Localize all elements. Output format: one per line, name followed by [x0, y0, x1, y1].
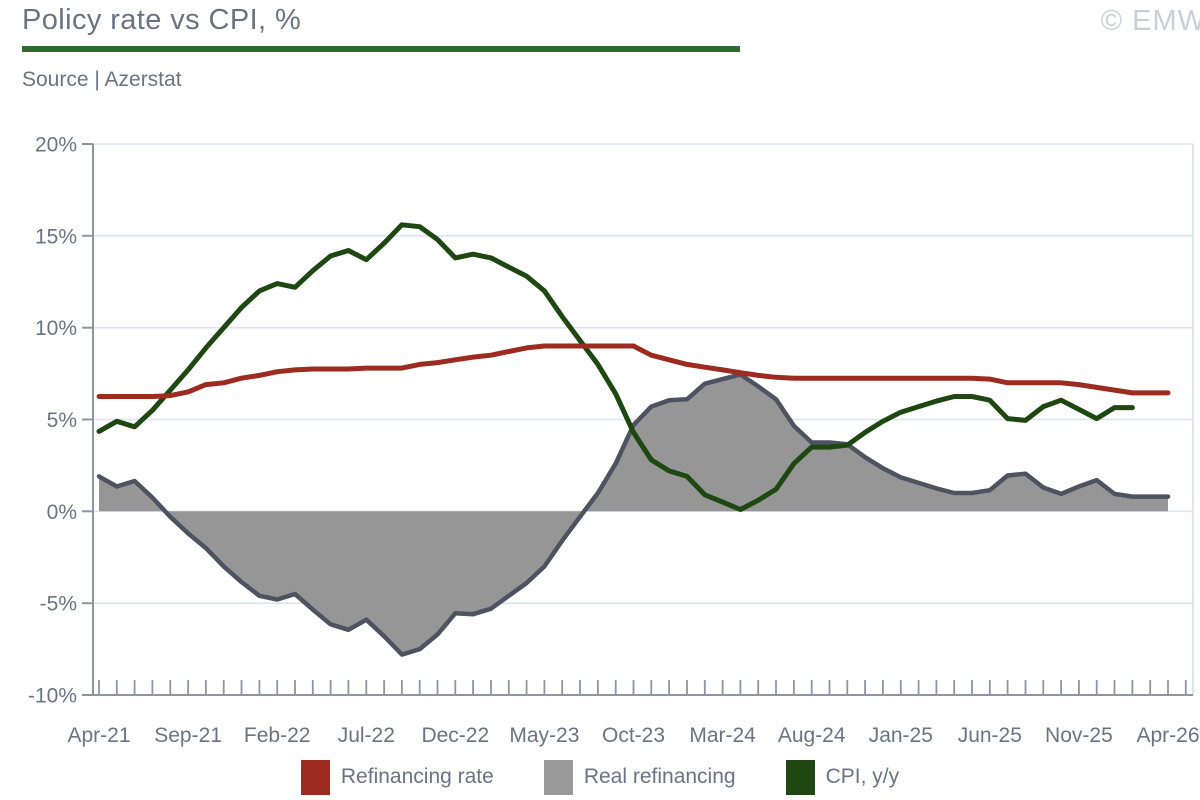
y-axis-label: 15%	[35, 225, 77, 248]
x-axis-label: Mar-24	[689, 724, 756, 747]
x-axis-label: Dec-22	[421, 724, 489, 747]
legend-item-real-refinancing: Real refinancing	[543, 759, 736, 795]
source-caption: Source | Azerstat	[22, 68, 182, 91]
x-axis-label: Apr-21	[67, 724, 130, 747]
x-axis-label: Nov-25	[1045, 724, 1113, 747]
chart-legend: Refinancing rate Real refinancing CPI, y…	[0, 756, 1200, 798]
x-axis-label: Apr-26	[1136, 724, 1199, 747]
cpi-swatch	[785, 759, 815, 795]
refinancing-rate-swatch	[300, 759, 330, 795]
y-axis-label: -10%	[28, 685, 77, 708]
y-axis-label: 20%	[35, 134, 77, 157]
real-refinancing-area	[99, 374, 1168, 655]
legend-item-cpi: CPI, y/y	[785, 759, 900, 795]
refinancing-rate-line	[96, 343, 1171, 399]
x-axis-label: Feb-22	[244, 724, 311, 747]
x-axis-label: May-23	[509, 724, 579, 747]
y-axis-label: 0%	[47, 501, 77, 524]
page-title: Policy rate vs CPI, %	[22, 4, 302, 36]
x-axis-label: Oct-23	[602, 724, 665, 747]
legend-item-refinancing-rate: Refinancing rate	[300, 759, 494, 795]
y-axis-label: 5%	[47, 409, 77, 432]
cpi-y-y-line	[96, 222, 1135, 512]
legend-label: Refinancing rate	[340, 765, 494, 788]
y-axis-label: -5%	[40, 593, 77, 616]
legend-label: Real refinancing	[583, 765, 736, 788]
x-axis-label: Jan-25	[869, 724, 933, 747]
legend-label: CPI, y/y	[825, 765, 900, 788]
x-axis-label: Jul-22	[338, 724, 395, 747]
y-axis-label: 10%	[35, 317, 77, 340]
watermark: © EMW	[1100, 5, 1200, 37]
real-refinancing-swatch	[543, 759, 573, 795]
title-underline	[22, 46, 740, 52]
x-axis-label: Jun-25	[958, 724, 1022, 747]
real-refinancing-area-outline	[96, 372, 1171, 657]
x-axis-label: Aug-24	[778, 724, 846, 747]
x-axis-label: Sep-21	[154, 724, 222, 747]
